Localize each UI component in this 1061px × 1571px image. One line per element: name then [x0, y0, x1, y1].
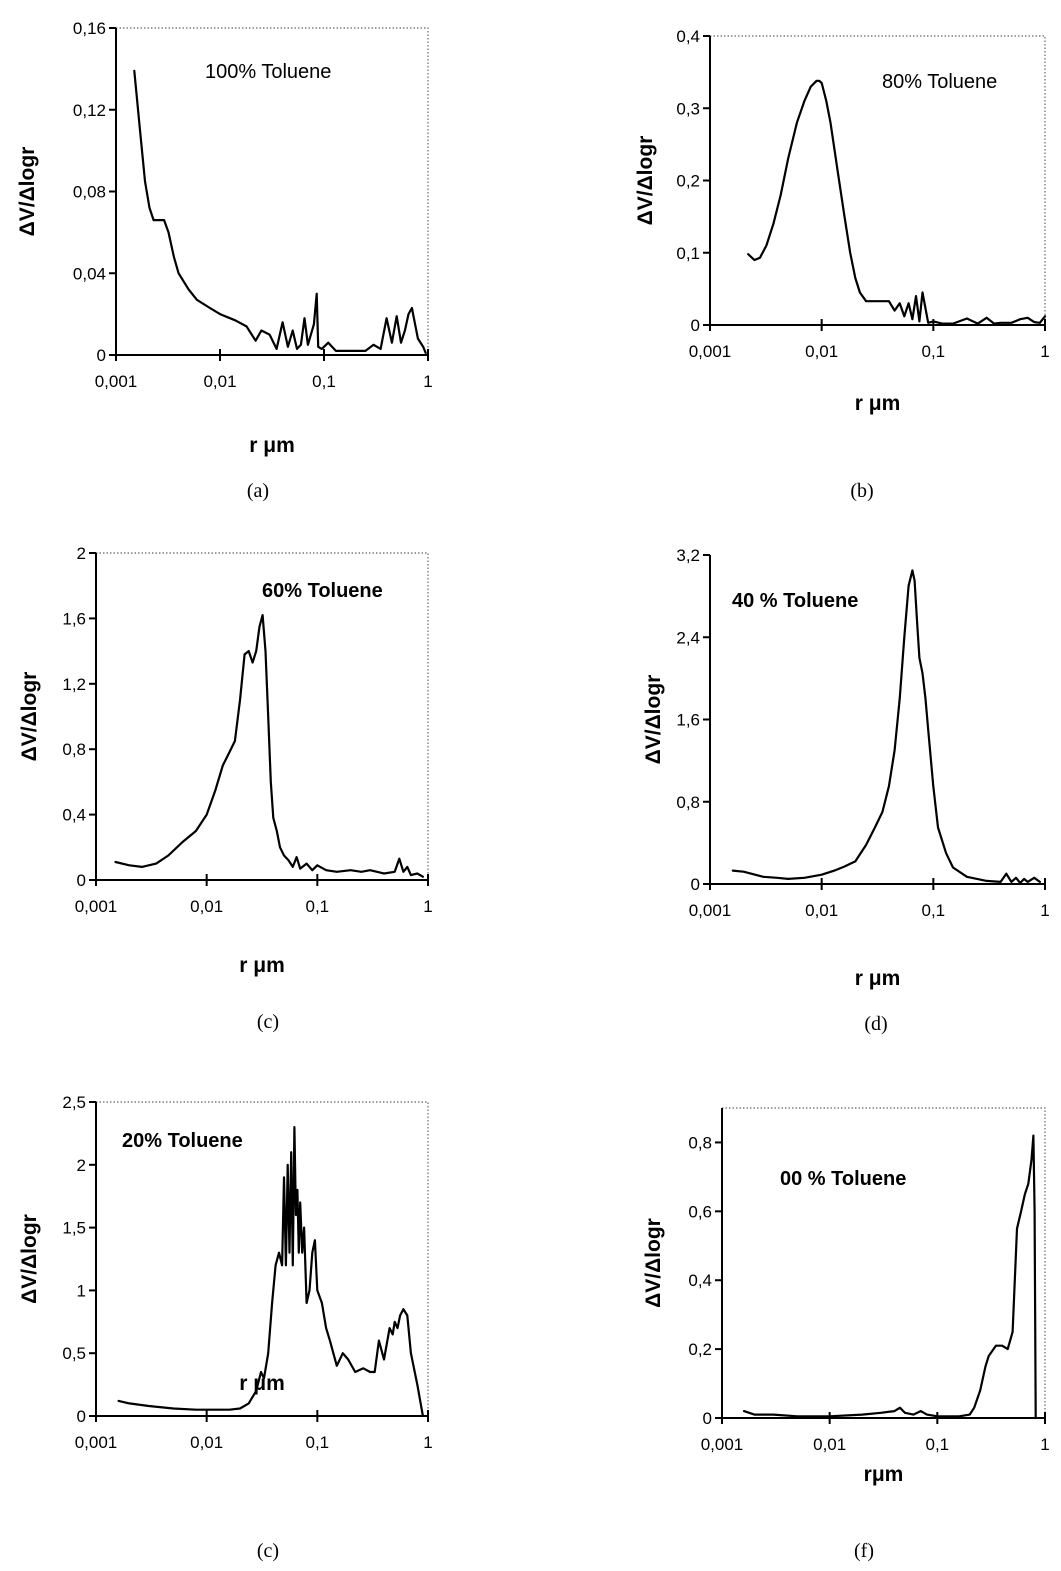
y-axis-label: ΔV/Δlogr: [634, 136, 657, 226]
x-tick-label: 0,1: [306, 897, 330, 916]
panel-caption: (c): [257, 1011, 279, 1033]
panel-caption: (b): [850, 480, 873, 502]
chart-title: 80% Toluene: [882, 71, 997, 93]
chart-panel-b: 0 0,1 0,2 0,3 0,4 0,001 0,01 0,1 1 80% Toluene r μ…: [634, 27, 1050, 502]
y-axis-label: ΔV/Δlogr: [16, 147, 39, 237]
y-tick-label: 2: [77, 1156, 86, 1175]
chart-title: 100% Toluene: [205, 61, 331, 83]
chart-panel-a: 0 0,04 0,08 0,12 0,16 0,001 0,01 0,1 1 100% Tolue…: [16, 19, 433, 502]
y-tick-label: 0,6: [688, 1202, 712, 1221]
x-tick-label: 0,1: [922, 342, 946, 361]
y-tick-label: 2,4: [676, 628, 700, 647]
chart-title: 60% Toluene: [262, 580, 383, 602]
x-tick-label: 1: [1040, 901, 1049, 920]
y-tick-label: 0,3: [676, 99, 700, 118]
x-tick-label: 1: [1040, 342, 1049, 361]
x-tick-label: 1: [423, 1433, 432, 1452]
x-tick-label: 0,001: [95, 372, 138, 391]
y-tick-label: 0: [77, 1407, 86, 1426]
y-tick-label: 1,5: [62, 1219, 86, 1238]
x-tick-label: 0,001: [75, 897, 118, 916]
y-axis-label: ΔV/Δlogr: [18, 672, 41, 762]
y-tick-label: 0,2: [676, 172, 700, 191]
y-tick-label: 1,2: [62, 675, 86, 694]
y-tick-label: 0: [691, 875, 700, 894]
y-tick-label: 0,4: [62, 806, 86, 825]
plot-frame: [721, 1107, 1046, 1419]
x-tick-label: 0,01: [203, 372, 236, 391]
x-tick-label: 0,001: [75, 1433, 118, 1452]
y-tick-label: 0: [691, 316, 700, 335]
x-axis-label: r μm: [239, 954, 285, 977]
x-tick-label: 0,1: [922, 901, 946, 920]
x-tick-label: 0,1: [926, 1435, 950, 1454]
series-line: [117, 1126, 424, 1418]
x-tick-label: 0,01: [805, 901, 838, 920]
y-tick-label: 0,4: [676, 27, 700, 46]
x-axis-label: r μm: [249, 434, 295, 457]
x-tick-label: 0,1: [312, 372, 336, 391]
series-line: [731, 569, 1041, 885]
y-tick-label: 3,2: [676, 546, 700, 565]
y-tick-label: 1,6: [676, 711, 700, 730]
x-tick-label: 0,01: [805, 342, 838, 361]
y-tick-label: 0,16: [73, 19, 106, 38]
chart-title: 00 % Toluene: [780, 1168, 906, 1190]
y-tick-label: 1: [77, 1281, 86, 1300]
series-line: [133, 69, 427, 355]
y-axis-label: ΔV/Δlogr: [642, 675, 665, 765]
y-axis-label: ΔV/Δlogr: [18, 1214, 41, 1304]
series-line: [114, 614, 424, 878]
chart-panel-e: 0 0,5 1 1,5 2 2,5 0,001 0,01 0,1 1 20% Toluene r μm…: [18, 1093, 433, 1562]
x-axis-label: rμm: [864, 1463, 904, 1486]
y-tick-label: 0,1: [676, 244, 700, 263]
series-line: [747, 79, 1047, 325]
x-tick-label: 1: [423, 897, 432, 916]
y-tick-label: 0,12: [73, 101, 106, 120]
y-tick-label: 0,8: [688, 1133, 712, 1152]
chart-title: 20% Toluene: [122, 1130, 243, 1152]
series-line: [742, 1134, 1037, 1420]
y-tick-label: 0,5: [62, 1344, 86, 1363]
y-axis-label: ΔV/Δlogr: [642, 1218, 665, 1308]
plot-frame: [95, 552, 429, 881]
y-tick-label: 0,08: [73, 183, 106, 202]
y-tick-label: 2: [77, 544, 86, 563]
x-tick-label: 0,001: [689, 901, 732, 920]
chart-title: 40 % Toluene: [732, 590, 858, 612]
y-tick-label: 0,8: [62, 740, 86, 759]
x-tick-label: 1: [423, 372, 432, 391]
x-tick-label: 0,01: [190, 897, 223, 916]
x-tick-label: 0,01: [190, 1433, 223, 1452]
chart-panel-f: 0 0,2 0,4 0,6 0,8 0,001 0,01 0,1 1 00 % Toluene rμ…: [642, 1107, 1050, 1562]
y-tick-label: 0,04: [73, 264, 106, 283]
x-tick-label: 1: [1040, 1435, 1049, 1454]
x-tick-label: 0,1: [306, 1433, 330, 1452]
x-tick-label: 0,001: [689, 342, 732, 361]
x-axis-label: r μm: [855, 967, 901, 990]
panel-caption: (d): [864, 1013, 887, 1035]
y-tick-label: 0: [77, 871, 86, 890]
x-axis-label: r μm: [855, 392, 901, 415]
y-tick-label: 0,2: [688, 1340, 712, 1359]
x-axis-label: r μm: [239, 1372, 285, 1395]
chart-panel-c: 0 0,4 0,8 1,2 1,6 2 0,001 0,01 0,1 1 60% Toluene r …: [18, 544, 433, 1033]
panel-caption: (c): [257, 1540, 279, 1562]
y-tick-label: 0,8: [676, 793, 700, 812]
y-tick-label: 0: [97, 346, 106, 365]
panel-caption: (a): [247, 480, 269, 502]
y-tick-label: 1,6: [62, 609, 86, 628]
x-tick-label: 0,01: [813, 1435, 846, 1454]
y-tick-label: 0: [703, 1409, 712, 1428]
panel-caption: (f): [854, 1540, 874, 1562]
y-tick-label: 2,5: [62, 1093, 86, 1112]
chart-panel-d: 0 0,8 1,6 2,4 3,2 0,001 0,01 0,1 1 40 % Toluene r …: [642, 546, 1050, 1035]
y-tick-label: 0,4: [688, 1271, 712, 1290]
x-tick-label: 0,001: [701, 1435, 744, 1454]
